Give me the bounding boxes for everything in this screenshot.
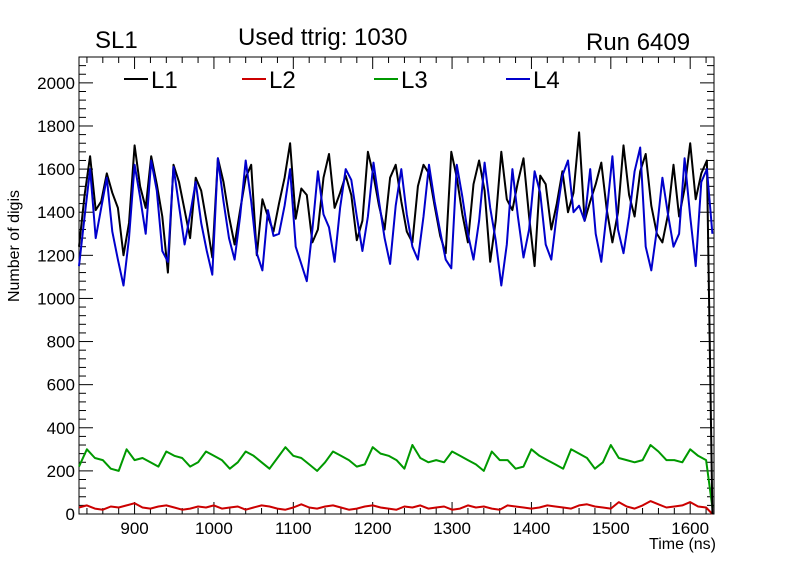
axis-ticks <box>79 57 714 515</box>
y-tick-label: 2000 <box>37 74 75 93</box>
x-tick-label: 1100 <box>275 519 312 538</box>
y-tick-label: 400 <box>47 419 75 438</box>
x-axis-label: Time (ns) <box>649 536 716 553</box>
y-tick-label: 0 <box>66 505 75 524</box>
series-line-l2 <box>78 500 714 515</box>
y-tick-label: 1200 <box>37 246 75 265</box>
legend: L1 L2 L3 L4 <box>124 67 560 94</box>
y-tick-label: 600 <box>47 376 75 395</box>
series-line-l3 <box>78 444 714 508</box>
y-tick-label: 1400 <box>37 203 75 222</box>
legend-label-l4: L4 <box>533 67 560 94</box>
y-tick-label: 1800 <box>37 117 75 136</box>
x-tick-label: 1000 <box>195 519 233 538</box>
axis-tick-labels: 900 1000 1100 1200 1300 1400 1500 1600 0 200 400 60… <box>37 74 709 538</box>
title-left: SL1 <box>95 27 138 54</box>
series-lines <box>78 131 714 515</box>
title-right: Run 6409 <box>586 29 691 56</box>
series-line-l4 <box>78 146 714 287</box>
y-axis-label: Number of digis <box>6 190 23 303</box>
x-tick-label: 1500 <box>592 519 630 538</box>
legend-label-l2: L2 <box>269 67 296 94</box>
y-tick-label: 1600 <box>37 160 75 179</box>
plot-frame <box>78 56 715 515</box>
y-tick-label: 1000 <box>37 289 75 308</box>
x-tick-label: 1400 <box>513 519 551 538</box>
legend-label-l1: L1 <box>151 67 178 94</box>
x-tick-label: 900 <box>120 519 148 538</box>
legend-label-l3: L3 <box>401 67 428 94</box>
y-tick-label: 800 <box>47 333 75 352</box>
x-tick-label: 1600 <box>671 519 709 538</box>
title-center: Used ttrig: 1030 <box>238 24 408 51</box>
y-tick-label: 200 <box>47 462 75 481</box>
x-tick-label: 1300 <box>433 519 471 538</box>
x-tick-label: 1200 <box>354 519 392 538</box>
